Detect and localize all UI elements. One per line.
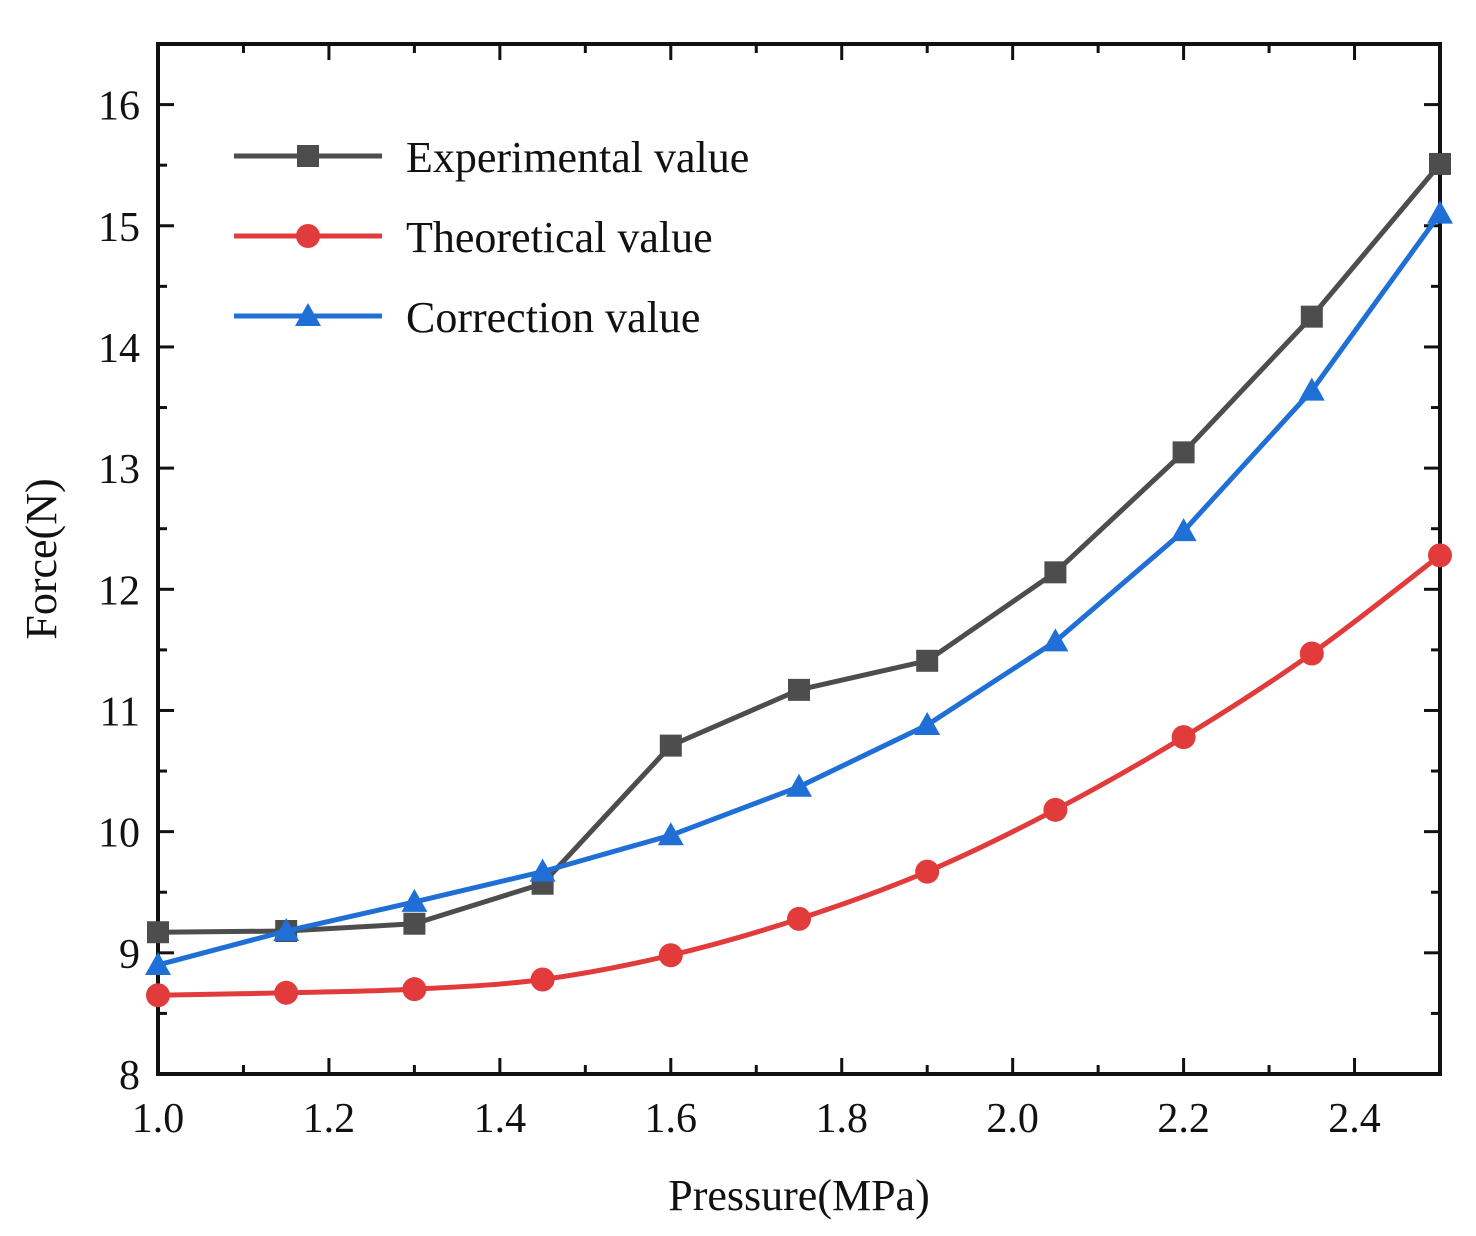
x-tick-label: 1.4 — [474, 1096, 527, 1142]
legend-item: Experimental value — [234, 133, 749, 182]
y-tick-label: 16 — [98, 84, 140, 130]
x-tick-label: 1.8 — [815, 1096, 868, 1142]
series-line — [157, 162, 1442, 935]
x-tick-label: 1.0 — [132, 1096, 185, 1142]
data-point-square — [1172, 441, 1195, 464]
data-point-circle — [787, 906, 811, 931]
data-point-square — [916, 649, 939, 672]
legend-label: Correction value — [406, 293, 700, 342]
legend-item: Theoretical value — [234, 213, 713, 262]
data-point-circle — [402, 977, 427, 1002]
data-point-triangle — [401, 888, 428, 912]
x-tick-label: 1.2 — [303, 1096, 356, 1142]
data-point-circle — [658, 943, 683, 968]
x-tick-label: 2.2 — [1157, 1096, 1210, 1142]
legend-label: Theoretical value — [406, 213, 713, 262]
y-tick-label: 8 — [119, 1053, 140, 1099]
data-point-circle — [915, 859, 940, 884]
series-circle — [146, 543, 1452, 1008]
x-tick-label: 2.0 — [986, 1096, 1039, 1142]
data-point-circle — [1428, 543, 1452, 568]
y-tick-label: 14 — [98, 326, 140, 372]
data-point-triangle — [1170, 518, 1197, 542]
series-group — [145, 152, 1453, 1008]
data-point-triangle — [1427, 200, 1453, 224]
series-triangle — [145, 200, 1453, 975]
data-point-square — [1300, 305, 1323, 328]
data-point-triangle — [786, 773, 812, 797]
axes-group: 1.0 1.2 1.4 1.6 1.8 2.0 2.2 2.4 8 9 10 11 12 13 14 15 16 — [98, 42, 1442, 1142]
series-line — [157, 212, 1443, 968]
legend-item: Correction value — [234, 293, 700, 342]
data-point-circle — [146, 983, 170, 1008]
legend: Experimental value Theoretical value Corre… — [234, 133, 749, 342]
data-point-square — [147, 921, 169, 944]
legend-marker-triangle — [295, 303, 321, 326]
data-point-circle — [530, 967, 555, 992]
y-axis-title: Force(N) — [17, 478, 66, 639]
series-square — [147, 152, 1451, 944]
data-point-triangle — [1298, 377, 1325, 401]
data-point-circle — [1299, 641, 1324, 666]
data-point-triangle — [273, 918, 300, 942]
data-point-circle — [1171, 725, 1196, 750]
y-tick-label: 15 — [98, 205, 140, 251]
data-point-square — [1429, 152, 1451, 175]
legend-marker-circle — [296, 224, 320, 248]
data-point-square — [1044, 561, 1067, 584]
data-point-triangle — [657, 822, 684, 846]
y-tick-label: 10 — [98, 811, 140, 857]
y-tick-label: 12 — [98, 568, 140, 614]
data-point-triangle — [914, 712, 941, 736]
y-tick-label: 11 — [100, 689, 140, 735]
data-point-triangle — [145, 951, 171, 975]
x-axis-title: Pressure(MPa) — [668, 1171, 930, 1220]
data-point-circle — [1043, 797, 1068, 822]
data-point-square — [659, 734, 682, 757]
legend-label: Experimental value — [406, 133, 749, 182]
data-point-triangle — [1042, 628, 1069, 652]
legend-marker-square — [297, 145, 319, 167]
x-tick-label: 1.6 — [645, 1096, 698, 1142]
y-tick-label: 13 — [98, 447, 140, 493]
data-point-square — [403, 912, 426, 935]
x-tick-label: 2.4 — [1328, 1096, 1381, 1142]
data-point-triangle — [529, 858, 556, 882]
data-point-circle — [274, 980, 299, 1005]
y-tick-label: 9 — [119, 932, 140, 978]
data-point-square — [788, 678, 810, 701]
